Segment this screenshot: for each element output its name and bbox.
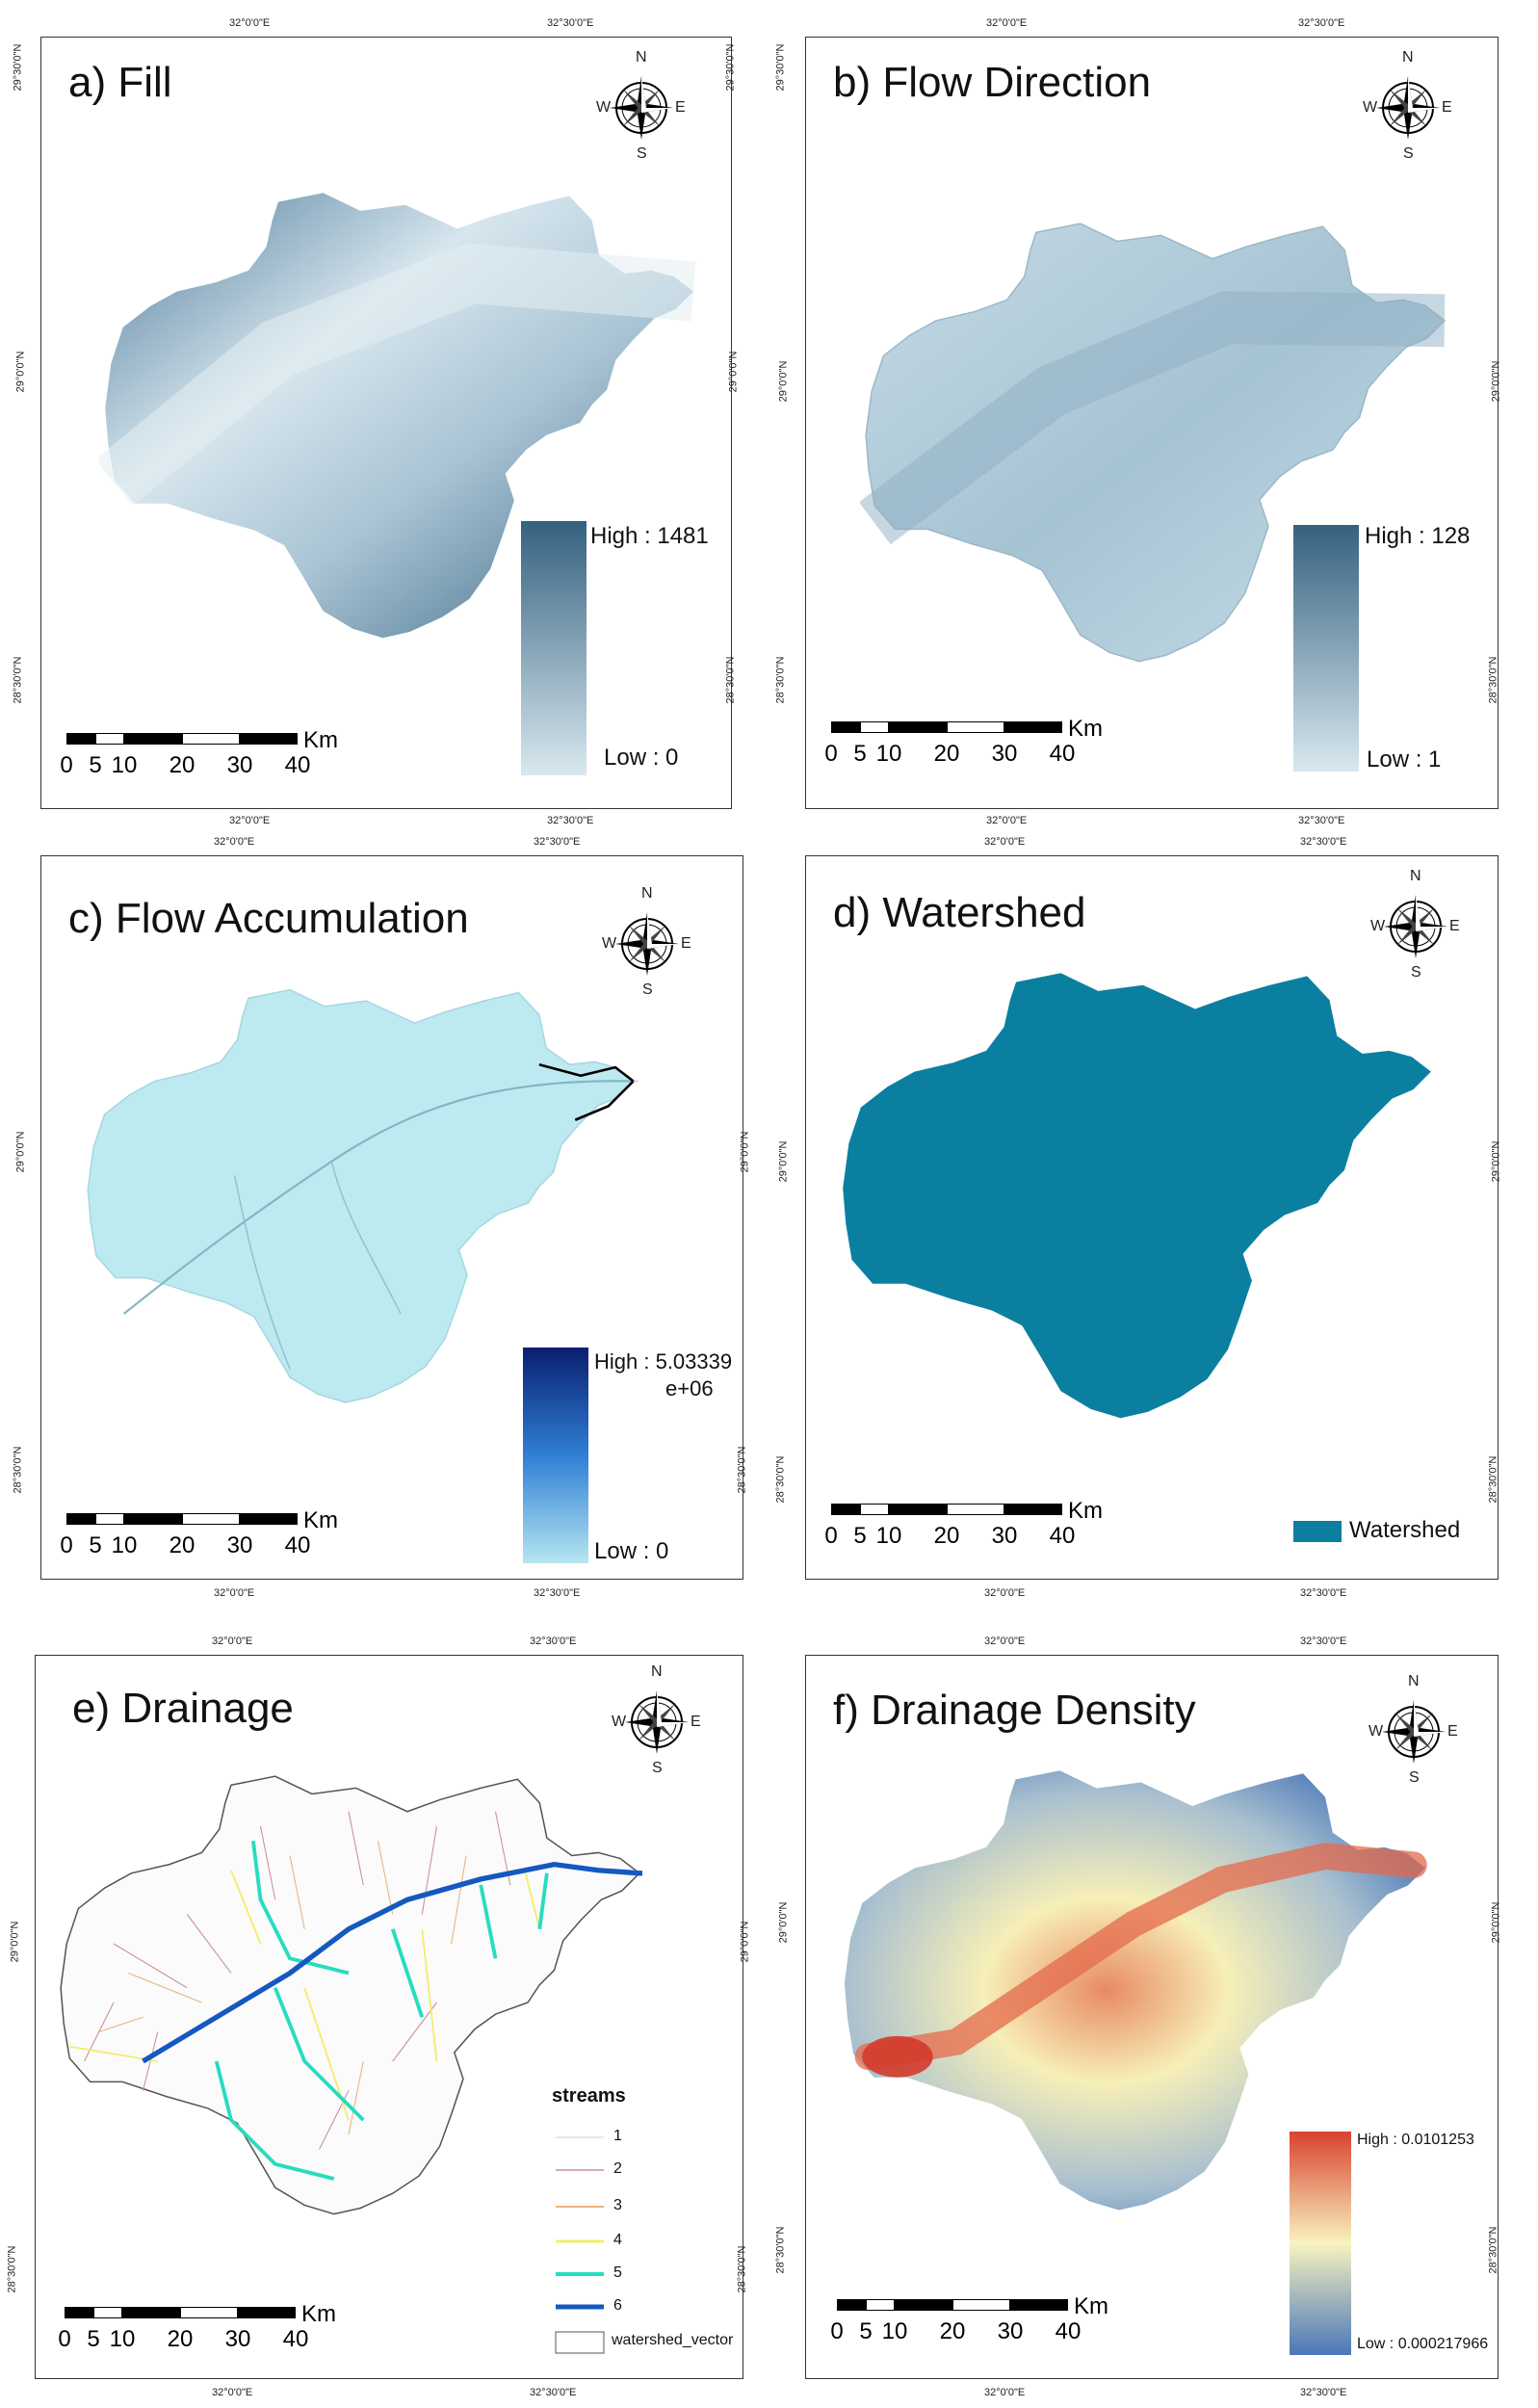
lat-label: 28°30'0"N	[12, 656, 24, 704]
lat-label: 29°0'0"N	[739, 1921, 751, 1963]
lat-label: 28°30'0"N	[736, 1446, 748, 1494]
stream-class-label: 5	[613, 2264, 622, 2281]
lon-label: 32°0'0"E	[229, 17, 271, 29]
panel-drainage-density: f) Drainage Density N S W E High : 0.010…	[805, 1655, 1499, 2379]
lon-label: 32°30'0"E	[547, 815, 594, 826]
flow-direction-map	[860, 209, 1447, 691]
lon-label: 32°0'0"E	[212, 1636, 253, 1647]
drainage-density-legend-bar	[1290, 2132, 1351, 2355]
lat-label: 29°0'0"N	[14, 351, 27, 393]
panel-drainage: e) Drainage N S W E streams 1 2 3 4 5	[35, 1655, 743, 2379]
lat-label: 29°0'0"N	[727, 351, 740, 393]
legend-high: High : 1481	[590, 523, 709, 549]
lat-label: 29°0'0"N	[1490, 1901, 1502, 1944]
panel-watershed: d) Watershed N S W E Watershed Km 0 5 10…	[805, 855, 1499, 1580]
lon-label: 32°30'0"E	[530, 2387, 577, 2398]
watershed-map	[837, 962, 1434, 1444]
panel-title: c) Flow Accumulation	[68, 895, 469, 942]
streams-legend: 1 2 3 4 5 6 watershed_vector	[552, 2126, 743, 2376]
streams-legend-title: streams	[552, 2085, 626, 2107]
lon-label: 32°0'0"E	[214, 1587, 255, 1599]
lon-label: 32°30'0"E	[1298, 17, 1345, 29]
compass: N S W E	[1370, 868, 1460, 981]
lon-label: 32°0'0"E	[984, 2387, 1026, 2398]
panel-fill: a) Fill N S W E High : 1481 Low : 0 Km 0…	[40, 37, 732, 809]
legend-low: Low : 0	[594, 1538, 669, 1564]
lat-label: 29°0'0"N	[777, 1140, 790, 1183]
lon-label: 32°0'0"E	[214, 836, 255, 848]
lon-label: 32°0'0"E	[212, 2387, 253, 2398]
legend-high: High : 128	[1365, 523, 1471, 549]
legend-high: High : 0.0101253	[1357, 2132, 1474, 2148]
lon-label: 32°30'0"E	[534, 1587, 581, 1599]
lon-label: 32°30'0"E	[1300, 1636, 1347, 1647]
panel-flow-direction: b) Flow Direction N S W E High : 128 Low…	[805, 37, 1499, 809]
lat-label: 28°30'0"N	[736, 2245, 748, 2293]
lon-label: 32°30'0"E	[1300, 2387, 1347, 2398]
lon-label: 32°30'0"E	[1300, 1587, 1347, 1599]
panel-title: e) Drainage	[72, 1685, 294, 1732]
stream-class-label: 6	[613, 2297, 622, 2314]
panel-title: b) Flow Direction	[833, 59, 1152, 106]
lat-label: 29°0'0"N	[14, 1131, 27, 1173]
flow-accumulation-map	[80, 982, 639, 1425]
watershed-legend-swatch	[1293, 1521, 1342, 1542]
lat-label: 28°30'0"N	[6, 2245, 18, 2293]
fill-legend-bar	[521, 521, 587, 775]
lon-label: 32°0'0"E	[984, 836, 1026, 848]
stream-class-label: 2	[613, 2160, 622, 2177]
lat-label: 28°30'0"N	[724, 656, 737, 704]
lat-label: 29°0'0"N	[9, 1921, 21, 1963]
lon-label: 32°0'0"E	[986, 815, 1028, 826]
compass: N S W E	[1369, 1673, 1458, 1786]
lon-label: 32°30'0"E	[530, 1636, 577, 1647]
panel-title: a) Fill	[68, 59, 172, 106]
flow-accumulation-legend-bar	[523, 1348, 588, 1563]
stream-class-label: 4	[613, 2232, 622, 2248]
lon-label: 32°0'0"E	[984, 1587, 1026, 1599]
lat-label: 29°0'0"N	[739, 1131, 751, 1173]
legend-high: High : 5.03339	[594, 1349, 733, 1374]
lat-label: 29°0'0"N	[1490, 360, 1502, 403]
lat-label: 28°30'0"N	[12, 1446, 24, 1494]
stream-class-label: 1	[613, 2128, 622, 2144]
panel-title: f) Drainage Density	[833, 1687, 1196, 1734]
compass: N S W E	[596, 49, 686, 162]
lat-label: 29°30'0"N	[774, 43, 787, 92]
lat-label: 28°30'0"N	[774, 2226, 787, 2274]
lon-label: 32°30'0"E	[547, 17, 594, 29]
lon-label: 32°0'0"E	[229, 815, 271, 826]
panel-title: d) Watershed	[833, 889, 1086, 936]
drainage-density-map	[835, 1762, 1427, 2234]
lat-label: 28°30'0"N	[774, 656, 787, 704]
lon-label: 32°0'0"E	[986, 17, 1028, 29]
legend-low: Low : 0.000217966	[1357, 2336, 1489, 2352]
stream-class-label: 3	[613, 2197, 622, 2213]
drainage-map	[55, 1762, 642, 2243]
lat-label: 29°0'0"N	[777, 1901, 790, 1944]
lat-label: 29°0'0"N	[1490, 1140, 1502, 1183]
legend-label: Watershed	[1349, 1517, 1461, 1543]
lat-label: 28°30'0"N	[774, 1455, 787, 1504]
compass: N S W E	[612, 1663, 701, 1776]
flow-direction-legend-bar	[1293, 525, 1359, 772]
legend-high-exponent: e+06	[665, 1376, 714, 1400]
compass: N S W E	[1363, 49, 1452, 162]
lat-label: 29°30'0"N	[12, 43, 24, 92]
boundary-label: watershed_vector	[612, 2332, 734, 2348]
panel-flow-accumulation: c) Flow Accumulation N S W E High : 5.03…	[40, 855, 743, 1580]
lat-label: 29°0'0"N	[777, 360, 790, 403]
lon-label: 32°30'0"E	[1298, 815, 1345, 826]
legend-low: Low : 0	[604, 745, 679, 771]
compass: N S W E	[602, 885, 691, 998]
legend-low: Low : 1	[1367, 746, 1442, 772]
lon-label: 32°30'0"E	[534, 836, 581, 848]
lat-label: 28°30'0"N	[1487, 656, 1499, 704]
lat-label: 29°30'0"N	[724, 43, 737, 92]
lon-label: 32°30'0"E	[1300, 836, 1347, 848]
lat-label: 28°30'0"N	[1487, 1455, 1499, 1504]
fill-map	[99, 172, 696, 673]
lon-label: 32°0'0"E	[984, 1636, 1026, 1647]
lat-label: 28°30'0"N	[1487, 2226, 1499, 2274]
